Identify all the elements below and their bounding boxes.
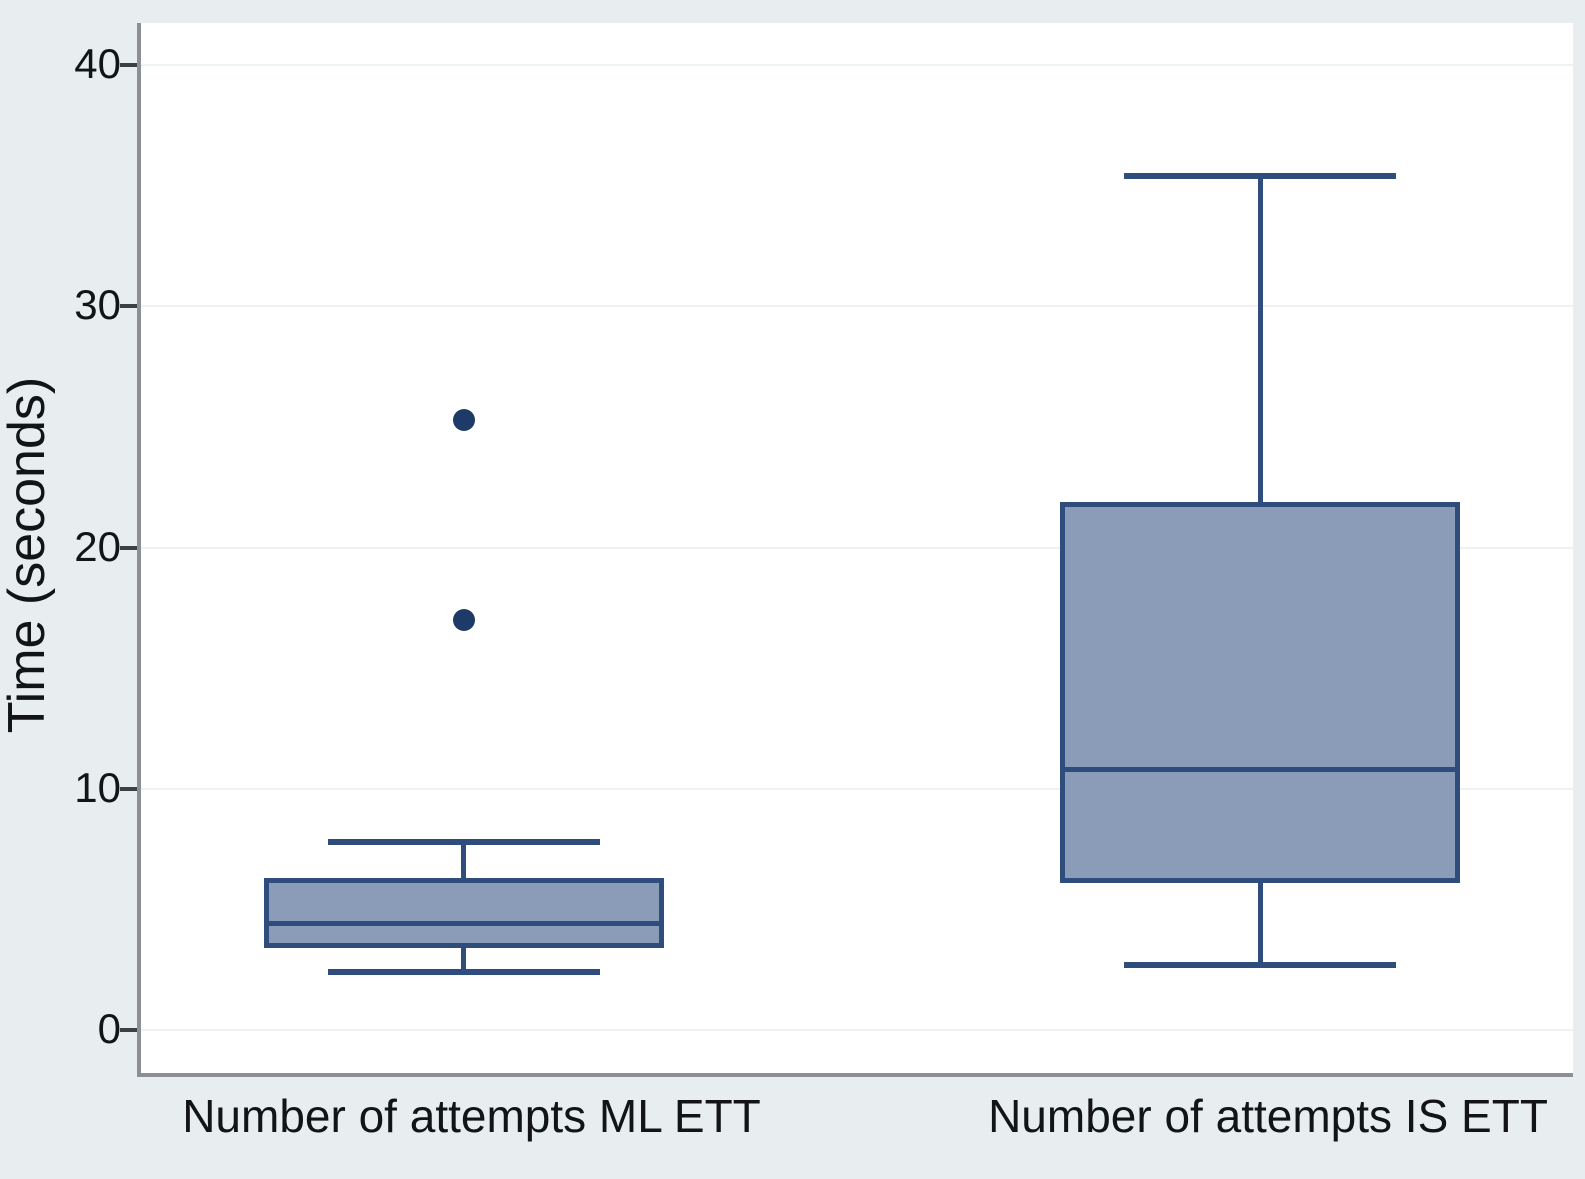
outlier-point-ml-ett-0 <box>452 608 475 631</box>
y-tick-30 <box>120 304 137 309</box>
y-tick-label-10: 10 <box>74 763 121 811</box>
y-tick-40 <box>120 62 137 67</box>
box-ml-ett <box>263 878 664 948</box>
y-tick-20 <box>120 545 137 550</box>
y-tick-0 <box>120 1028 137 1033</box>
x-category-label-is-ett: Number of attempts IS ETT <box>988 1090 1548 1142</box>
gridline-y-20 <box>141 546 1573 549</box>
y-tick-label-40: 40 <box>74 40 121 88</box>
upper-whisker-cap-is-ett <box>1124 172 1396 179</box>
gridline-y-40 <box>141 63 1573 66</box>
y-tick-label-20: 20 <box>74 522 121 570</box>
upper-whisker-cap-ml-ett <box>327 838 600 845</box>
plot-area: 0 10 20 30 40 <box>74 23 1573 1077</box>
gridline-y-10 <box>141 787 1573 790</box>
lower-whisker-ml-ett <box>461 948 466 973</box>
y-tick-10 <box>120 786 137 791</box>
outlier-point-ml-ett-1 <box>452 408 475 431</box>
x-category-label-ml-ett: Number of attempts ML ETT <box>182 1090 761 1142</box>
box-is-ett <box>1060 501 1460 883</box>
lower-whisker-cap-is-ett <box>1124 961 1396 968</box>
median-line-is-ett <box>1060 766 1460 772</box>
y-tick-label-30: 30 <box>74 281 121 329</box>
upper-whisker-ml-ett <box>461 841 466 879</box>
gridline-y-30 <box>141 305 1573 308</box>
y-tick-label-0: 0 <box>97 1005 121 1053</box>
gridline-y-0 <box>141 1029 1573 1032</box>
median-line-ml-ett <box>263 921 664 927</box>
lower-whisker-is-ett <box>1257 882 1263 965</box>
lower-whisker-cap-ml-ett <box>327 969 600 976</box>
upper-whisker-is-ett <box>1257 175 1263 502</box>
